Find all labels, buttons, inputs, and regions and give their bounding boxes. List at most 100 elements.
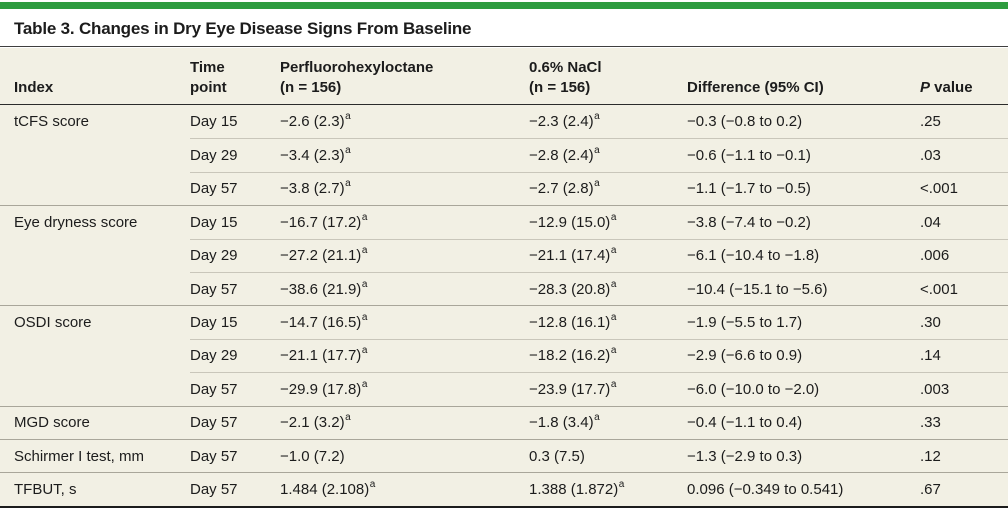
cell-difference: −10.4 (−15.1 to −5.6) bbox=[687, 271, 920, 305]
cell-pvalue: <.001 bbox=[920, 171, 1008, 205]
cell-timepoint: Day 57 bbox=[190, 171, 280, 205]
value-text: −2.7 (2.8) bbox=[529, 180, 594, 198]
cell-pfho: −14.7 (16.5) a bbox=[280, 305, 529, 338]
cell-pvalue: .12 bbox=[920, 438, 1008, 472]
cell-nacl: −12.9 (15.0) a bbox=[529, 205, 687, 238]
header-text: P value bbox=[920, 78, 1008, 98]
cell-timepoint: Day 57 bbox=[190, 405, 280, 439]
table-row: Day 57 −29.9 (17.8) a −23.9 (17.7) a −6.0 … bbox=[0, 372, 1008, 405]
table-row: Eye dryness score Day 15 −16.7 (17.2) a −… bbox=[0, 205, 1008, 238]
value-text: −1.0 (7.2) bbox=[280, 447, 345, 465]
value-text: −12.9 (15.0) bbox=[529, 213, 611, 231]
header-text: point bbox=[190, 78, 227, 96]
cell-pfho: −16.7 (17.2) a bbox=[280, 205, 529, 238]
value-text: 1.388 (1.872) bbox=[529, 480, 619, 498]
cell-index: Eye dryness score bbox=[0, 205, 190, 238]
cell-difference: −1.9 (−5.5 to 1.7) bbox=[687, 305, 920, 338]
cell-pfho: −3.8 (2.7) a bbox=[280, 171, 529, 205]
cell-nacl: −28.3 (20.8) a bbox=[529, 271, 687, 305]
cell-difference: −0.3 (−0.8 to 0.2) bbox=[687, 113, 803, 131]
cell-pfho: 1.484 (2.108) a bbox=[280, 472, 529, 505]
cell-nacl: 0.3 (7.5) bbox=[529, 438, 687, 472]
value-text: −2.3 (2.4) bbox=[529, 113, 594, 131]
cell-pfho: −1.0 (7.2) bbox=[280, 438, 529, 472]
col-header-difference: Difference (95% CI) bbox=[687, 48, 920, 104]
table-row: Schirmer I test, mm Day 57 −1.0 (7.2) 0.… bbox=[0, 438, 1008, 472]
value-text: −28.3 (20.8) bbox=[529, 280, 611, 298]
cell-index bbox=[0, 372, 190, 405]
table-row: OSDI score Day 15 −14.7 (16.5) a −12.8 (1… bbox=[0, 305, 1008, 338]
cell-difference: −6.1 (−10.4 to −1.8) bbox=[687, 238, 920, 272]
cell-difference: −0.6 (−1.1 to −0.1) bbox=[687, 138, 920, 171]
cell-index: MGD score bbox=[0, 405, 190, 439]
table-row: TFBUT, s Day 57 1.484 (2.108) a 1.388 (1.… bbox=[0, 472, 1008, 505]
cell-nacl: −2.3 (2.4) a bbox=[529, 111, 600, 131]
data-table: Index Time point Perfluorohexyloctane (n =… bbox=[0, 48, 1008, 508]
value-text: −3.8 (2.7) bbox=[280, 180, 345, 198]
cell-timepoint: Day 57 bbox=[190, 438, 280, 472]
col-header-index: Index bbox=[0, 48, 190, 104]
cell-pvalue: .04 bbox=[920, 205, 1008, 238]
cell-pvalue: .33 bbox=[920, 405, 1008, 439]
value-text: 1.484 (2.108) bbox=[280, 480, 370, 498]
cell-pfho: −3.4 (2.3) a bbox=[280, 138, 529, 171]
value-text: −16.7 (17.2) bbox=[280, 213, 362, 231]
cell-pfho: −29.9 (17.8) a bbox=[280, 372, 529, 405]
value-text: −23.9 (17.7) bbox=[529, 380, 611, 398]
cell-timepoint: Day 15 bbox=[190, 205, 280, 238]
cell-timepoint: Day 57 bbox=[190, 472, 280, 505]
table-row: Day 57 −38.6 (21.9) a −28.3 (20.8) a −10.4… bbox=[0, 271, 1008, 305]
table-row: Day 57 −3.8 (2.7) a −2.7 (2.8) a −1.1 (−1.… bbox=[0, 171, 1008, 205]
col-header-timepoint: Time point bbox=[190, 48, 280, 104]
value-text: −21.1 (17.4) bbox=[529, 247, 611, 265]
header-row: Index Time point Perfluorohexyloctane (n =… bbox=[0, 48, 1008, 105]
value-text: −14.7 (16.5) bbox=[280, 314, 362, 332]
cell-pvalue: .25 bbox=[920, 113, 941, 131]
cell-difference: −2.9 (−6.6 to 0.9) bbox=[687, 338, 920, 372]
header-text: (n = 156) bbox=[280, 78, 342, 96]
cell-pfho: −38.6 (21.9) a bbox=[280, 271, 529, 305]
cell-nacl: −2.8 (2.4) a bbox=[529, 138, 687, 171]
header-text: value bbox=[930, 78, 973, 96]
cell-difference: −6.0 (−10.0 to −2.0) bbox=[687, 372, 920, 405]
cell-nacl: −21.1 (17.4) a bbox=[529, 238, 687, 272]
cell-pvalue: <.001 bbox=[920, 271, 1008, 305]
col-header-nacl: 0.6% NaCl (n = 156) bbox=[529, 48, 687, 104]
cell-pvalue: .67 bbox=[920, 472, 1008, 505]
header-text: Index bbox=[14, 78, 54, 96]
cell-pfho: −21.1 (17.7) a bbox=[280, 338, 529, 372]
cell-timepoint: Day 57 bbox=[190, 372, 280, 405]
value-text: −12.8 (16.1) bbox=[529, 314, 611, 332]
cell-difference: −1.1 (−1.7 to −0.5) bbox=[687, 171, 920, 205]
cell-pvalue: .03 bbox=[920, 138, 1008, 171]
cell-timepoint: Day 57 bbox=[190, 271, 280, 305]
cell-difference: −3.8 (−7.4 to −0.2) bbox=[687, 205, 920, 238]
header-text: Time bbox=[190, 59, 225, 76]
value-text: −1.8 (3.4) bbox=[529, 414, 594, 432]
cell-difference: −1.3 (−2.9 to 0.3) bbox=[687, 438, 920, 472]
cell-pfho: −2.6 (2.3) a bbox=[280, 111, 351, 131]
cell-pvalue: .006 bbox=[920, 238, 1008, 272]
cell-pvalue: .003 bbox=[920, 372, 1008, 405]
value-text: −18.2 (16.2) bbox=[529, 347, 611, 365]
table-row: Day 29 −27.2 (21.1) a −21.1 (17.4) a −6.1 … bbox=[0, 238, 1008, 272]
cell-nacl: −1.8 (3.4) a bbox=[529, 405, 687, 439]
table-row: MGD score Day 57 −2.1 (3.2) a −1.8 (3.4) a… bbox=[0, 405, 1008, 439]
title-divider bbox=[0, 46, 1008, 47]
table-row: Day 29 −3.4 (2.3) a −2.8 (2.4) a −0.6 (−1.… bbox=[0, 138, 1008, 171]
cell-difference: −0.4 (−1.1 to 0.4) bbox=[687, 405, 920, 439]
cell-pvalue: .30 bbox=[920, 305, 1008, 338]
cell-pfho: −27.2 (21.1) a bbox=[280, 238, 529, 272]
table-row: tCFS score Day 15 −2.6 (2.3) a −2.3 (2.4)… bbox=[0, 105, 1008, 138]
cell-index bbox=[0, 272, 190, 305]
cell-index: tCFS score bbox=[14, 113, 90, 131]
value-text: −2.1 (3.2) bbox=[280, 414, 345, 432]
value-text: −2.6 (2.3) bbox=[280, 113, 345, 131]
cell-nacl: −12.8 (16.1) a bbox=[529, 305, 687, 338]
cell-index bbox=[0, 172, 190, 205]
header-text: (n = 156) bbox=[529, 78, 591, 96]
value-text: −38.6 (21.9) bbox=[280, 280, 362, 298]
cell-timepoint: Day 29 bbox=[190, 138, 280, 171]
cell-nacl: −23.9 (17.7) a bbox=[529, 372, 687, 405]
